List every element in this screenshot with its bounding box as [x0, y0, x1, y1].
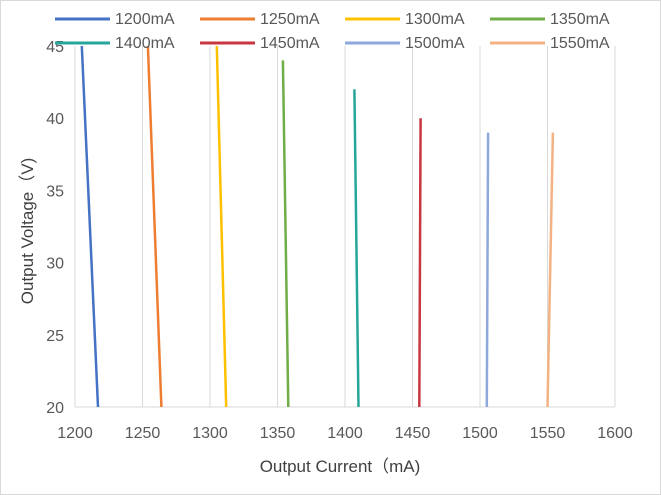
legend-label: 1350mA [550, 11, 610, 28]
x-tick-label: 1600 [597, 425, 633, 442]
x-axis-title: Output Current（mA) [260, 457, 421, 476]
legend-item-1450mA: 1450mA [200, 35, 320, 52]
series-line-1450mA [418, 118, 422, 408]
legend: 1200mA 1250mA 1300mA 1350mA 1400mA 1450mA 1500… [55, 11, 610, 52]
series-line-1500mA [485, 132, 490, 408]
legend-label: 1550mA [550, 35, 610, 52]
legend-label: 1250mA [260, 11, 320, 28]
legend-label: 1200mA [115, 11, 175, 28]
x-tick-label: 1500 [462, 425, 498, 442]
legend-item-1350mA: 1350mA [490, 11, 610, 28]
y-axis-title: Output Voltage（V) [18, 158, 37, 304]
y-tick-label: 25 [46, 328, 64, 345]
legend-item-1300mA: 1300mA [345, 11, 465, 28]
x-tick-label: 1200 [57, 425, 93, 442]
series-line-1550mA [546, 132, 555, 408]
series-line-1200mA [80, 45, 100, 408]
legend-item-1250mA: 1250mA [200, 11, 320, 28]
legend-item-1500mA: 1500mA [345, 35, 465, 52]
x-tick-label: 1550 [530, 425, 566, 442]
x-tick-label: 1350 [260, 425, 296, 442]
y-tick-label: 40 [46, 111, 64, 128]
y-tick-label: 30 [46, 256, 64, 273]
legend-label: 1500mA [405, 35, 465, 52]
series-line-1350mA [281, 60, 290, 408]
legend-label: 1300mA [405, 11, 465, 28]
y-tick-label: 20 [46, 400, 64, 417]
gridlines [74, 46, 616, 408]
series-line-1300mA [215, 45, 228, 408]
legend-item-1200mA: 1200mA [55, 11, 175, 28]
legend-label: 1400mA [115, 35, 175, 52]
series-line-1250mA [146, 45, 163, 408]
x-tick-label: 1450 [395, 425, 431, 442]
series-lines [80, 45, 555, 408]
series-line-1400mA [353, 89, 360, 408]
x-tick-label: 1250 [125, 425, 161, 442]
x-tick-labels: 1200 1250 1300 1350 1400 1450 1500 1550 1600 [57, 425, 633, 442]
x-tick-label: 1300 [192, 425, 228, 442]
legend-label: 1450mA [260, 35, 320, 52]
legend-item-1400mA: 1400mA [55, 35, 175, 52]
legend-item-1550mA: 1550mA [490, 35, 610, 52]
y-tick-label: 35 [46, 183, 64, 200]
x-tick-label: 1400 [327, 425, 363, 442]
